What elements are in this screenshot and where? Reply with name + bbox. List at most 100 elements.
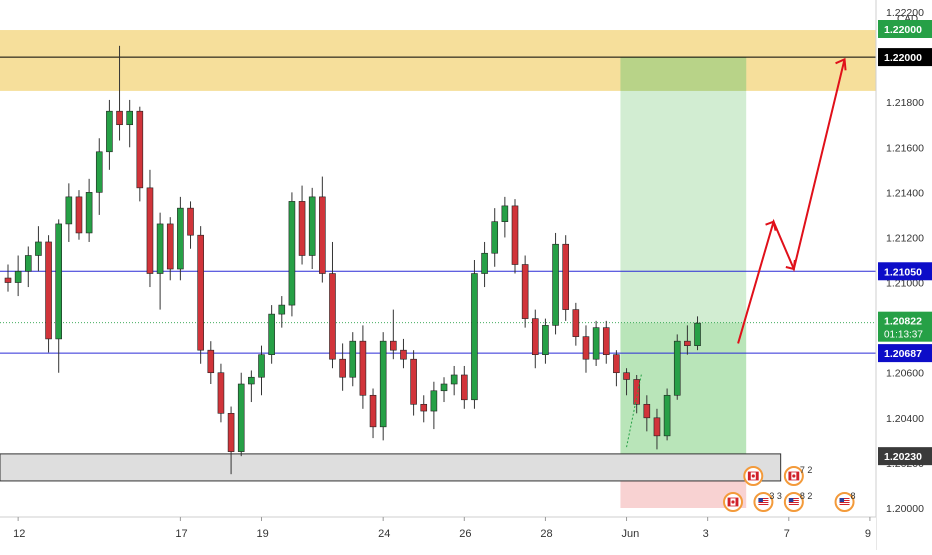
us-flag-icon [758,500,769,501]
candle-body [501,205,509,222]
candle-body [258,354,265,378]
line-price-tag-bg [878,344,932,363]
candle-body [248,376,255,385]
current-price-tag-bg [878,311,932,342]
candle-body [237,383,245,452]
entry-connector [626,372,643,448]
countdown-label: 01:13:37 [884,330,923,341]
price-tick-label: 1.20000 [886,503,924,515]
us-flag-icon [758,502,769,503]
top-price-tag-bg [878,20,932,38]
candle-body [613,354,620,374]
price-tick-label: 1.21400 [886,187,924,199]
candle-body [542,325,549,355]
date-tick-label: 26 [459,528,471,540]
time-axis[interactable] [0,517,876,550]
projection-arrow[interactable] [737,59,846,344]
us-flag-icon [839,504,850,505]
line-price-tag: 1.22000 [884,52,922,64]
candle-body [390,340,397,351]
candle-body [308,196,316,256]
position-filled-area [620,322,747,457]
top-price-tag: 1.22000 [884,24,922,36]
line-price-tag: 1.21050 [884,266,922,278]
us-flag-icon [839,498,850,499]
price-tick-label: 1.20600 [886,368,924,380]
candle-body [197,234,204,351]
candle-body [339,358,346,378]
candle-body [673,340,681,396]
candle-body [471,273,478,401]
candle-body [633,379,640,405]
support-zone [0,453,782,482]
candle-body [379,340,387,428]
canada-flag-icon [792,474,796,478]
current-price-tag: 1.20822 [884,316,922,328]
us-flag-icon [839,498,845,502]
candle-body [65,196,73,225]
candle-body [400,349,407,360]
candle-body [35,241,42,256]
candle-body [643,403,651,419]
us-flag-icon [839,500,850,501]
candle-body [521,264,529,319]
candle-body [166,223,174,270]
candle-body [177,207,184,270]
candle-body [227,413,235,452]
candle-body [14,270,22,283]
line-price-tag-bg [878,262,932,281]
canada-flag-icon [731,500,735,504]
candle-body [55,223,63,340]
us-flag-icon [758,498,769,499]
us-flag-icon [788,498,794,502]
date-tick-label: 7 [784,528,790,540]
candle-body [511,205,519,265]
candle-body [4,277,12,283]
candle-body [116,110,123,126]
us-flag-icon [788,498,799,499]
candle-body [278,304,286,315]
candle-body [491,221,499,254]
arrow-head-icon [765,220,777,231]
candle-body [602,327,610,355]
us-flag-icon [839,502,850,503]
date-tick-label: Jun [622,528,640,540]
candle-body [562,243,570,310]
event-count-label: 8 2 [800,491,813,501]
candle-body [694,322,701,346]
candle-body [24,255,32,272]
price-tick-label: 1.21800 [886,97,924,109]
candle-body [440,383,448,392]
candle-body [420,403,428,412]
price-tick-label: 1.21600 [886,142,924,154]
date-tick-label: 9 [865,528,871,540]
canada-flag-icon [728,498,731,506]
candle-body [663,394,671,437]
canada-flag-icon [755,472,759,480]
canada-flag-icon [735,498,739,506]
candle-body [217,372,225,414]
us-flag-icon [788,502,799,503]
candle-body [136,110,144,189]
candle-body [481,252,488,274]
price-tick-label: 1.22200 [886,7,924,19]
candle-body [369,394,377,428]
us-flag-icon [788,500,799,501]
candle-body [268,313,275,355]
candle-body [288,201,296,306]
event-count-label: 7 2 [800,465,813,475]
date-tick-label: 28 [540,528,552,540]
arrow-head-icon [785,259,796,271]
candle-body [430,390,438,412]
position-target-area [620,57,747,323]
candle-body [572,309,580,337]
candle-body [531,318,539,355]
candle-body [359,340,367,396]
canada-flag-icon [788,472,792,480]
candle-body [75,196,83,234]
position-overlap-area [620,57,747,91]
price-tick-label: 1.21000 [886,278,924,290]
price-tick-label: 1.21200 [886,232,924,244]
